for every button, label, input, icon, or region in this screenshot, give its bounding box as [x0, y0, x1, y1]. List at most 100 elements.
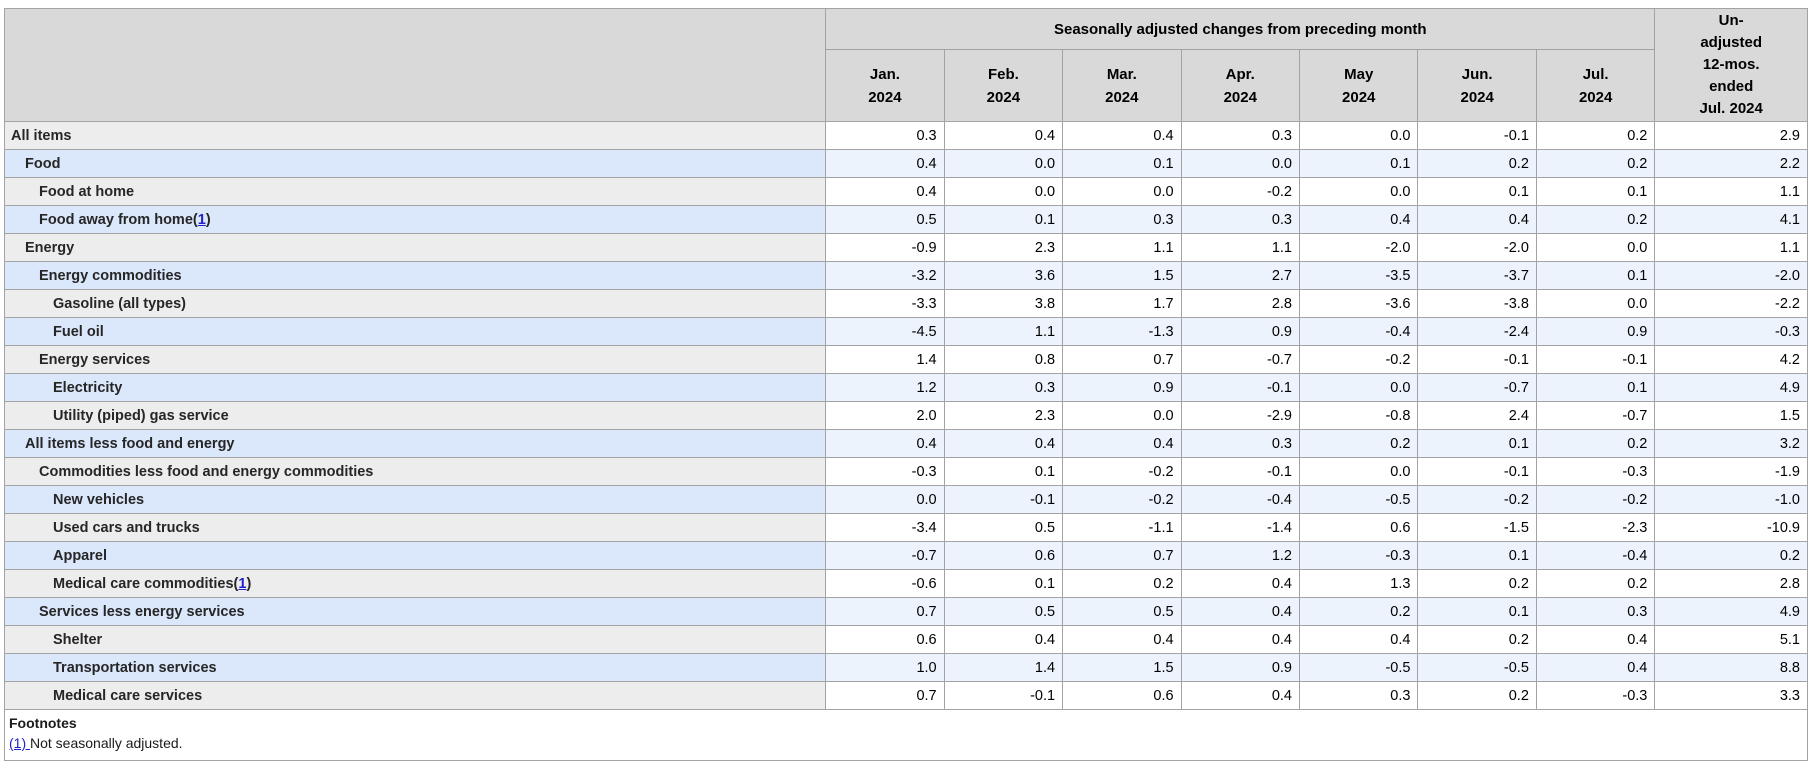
value-cell: 0.4	[1180, 625, 1301, 654]
value-cell: 4.1	[1654, 205, 1808, 234]
month-header-cell: May 2024	[1298, 49, 1419, 122]
value-cell: 0.4	[1180, 569, 1301, 598]
value-cell: 1.1	[1654, 233, 1808, 262]
value-cell: 0.9	[1180, 317, 1301, 346]
value-cell: 0.2	[1417, 569, 1537, 598]
value-cell: -0.9	[825, 233, 945, 262]
value-cell: 0.1	[943, 205, 1064, 234]
row-label-cell: All items less food and energy	[3, 429, 827, 458]
table-row: Energy services 1.4 0.8 0.7 -0.7 -0.2 -0.1 -0.1…	[3, 345, 1808, 374]
value-cell: 0.2	[1298, 429, 1419, 458]
value-cell: -0.4	[1298, 317, 1419, 346]
row-label-cell: Commodities less food and energy commodi…	[3, 457, 827, 486]
value-cell: -0.2	[1062, 457, 1182, 486]
value-cell: 3.2	[1654, 429, 1808, 458]
value-cell: -3.7	[1417, 261, 1537, 290]
month-header-cell: Jun. 2024	[1417, 49, 1537, 122]
row-label-cell: Food away from home(1)	[3, 205, 827, 234]
row-label-cell: Shelter	[3, 625, 827, 654]
value-cell: -3.8	[1417, 289, 1537, 318]
table-row: Shelter 0.6 0.4 0.4 0.4 0.4 0.2 0.4 5.1	[3, 625, 1808, 654]
value-cell: -0.3	[1298, 541, 1419, 570]
footnote-anchor-link[interactable]: (1)	[9, 735, 30, 751]
table-row: Energy commodities -3.2 3.6 1.5 2.7 -3.5 -3.7 0…	[3, 261, 1808, 290]
value-cell: 1.4	[943, 653, 1064, 682]
value-cell: -2.0	[1298, 233, 1419, 262]
value-cell: -0.3	[1654, 317, 1808, 346]
row-label-cell: Energy	[3, 233, 827, 262]
month-header-cell: Apr. 2024	[1180, 49, 1301, 122]
table-row: Transportation services 1.0 1.4 1.5 0.9 -0.5-…	[3, 653, 1808, 682]
footnote-ref-link[interactable]: 1	[197, 211, 206, 228]
value-cell: 0.2	[1417, 149, 1537, 178]
value-cell: -0.4	[1535, 541, 1656, 570]
table-row: Electricity 1.2 0.3 0.9 -0.1 0.0 -0.7 0.1 4.9	[3, 373, 1808, 402]
value-cell: -0.2	[1417, 485, 1537, 514]
value-cell: 8.8	[1654, 653, 1808, 682]
row-label-cell: Gasoline (all types)	[3, 289, 827, 318]
value-cell: 0.2	[1535, 121, 1656, 150]
value-cell: 3.8	[943, 289, 1064, 318]
footnote-ref-link[interactable]: 1	[238, 575, 247, 592]
value-cell: 0.3	[825, 121, 945, 150]
value-cell: 1.5	[1654, 401, 1808, 430]
value-cell: 2.8	[1180, 289, 1301, 318]
value-cell: 0.4	[825, 429, 945, 458]
table-row: Medical care commodities(1) -0.6 0.1 0.2 0.4…	[3, 569, 1808, 598]
cpi-table: Seasonally adjusted changes from precedi…	[3, 8, 1808, 761]
value-cell: -0.2	[1062, 485, 1182, 514]
value-cell: 0.0	[1062, 177, 1182, 206]
row-label-cell: Transportation services	[3, 653, 827, 682]
value-cell: 1.4	[825, 345, 945, 374]
row-label-cell: Apparel	[3, 541, 827, 570]
value-cell: -0.1	[1417, 345, 1537, 374]
value-cell: 0.2	[1535, 205, 1656, 234]
value-cell: 0.1	[1417, 541, 1537, 570]
value-cell: -1.1	[1062, 513, 1182, 542]
value-cell: 0.3	[1535, 597, 1656, 626]
row-label-cell: Utility (piped) gas service	[3, 401, 827, 430]
footnotes-row: Footnotes (1) Not seasonally adjusted.	[4, 709, 1808, 761]
value-cell: 0.0	[1298, 121, 1419, 150]
value-cell: -0.8	[1298, 401, 1419, 430]
value-cell: 0.0	[1535, 233, 1656, 262]
value-cell: 0.7	[1062, 541, 1182, 570]
value-cell: 0.0	[943, 177, 1064, 206]
value-cell: 3.6	[943, 261, 1064, 290]
value-cell: 0.2	[1535, 429, 1656, 458]
value-cell: 0.5	[825, 205, 945, 234]
value-cell: 0.4	[1298, 205, 1419, 234]
group-header-cell: Seasonally adjusted changes from precedi…	[825, 8, 1656, 50]
value-cell: -2.9	[1180, 401, 1301, 430]
value-cell: -0.1	[1535, 345, 1656, 374]
table-row: New vehicles 0.0 -0.1 -0.2 -0.4 -0.5 -0.2 -0.2-…	[3, 485, 1808, 514]
footnotes-section: Footnotes (1) Not seasonally adjusted.	[4, 709, 1808, 761]
value-cell: 0.4	[1298, 625, 1419, 654]
value-cell: 4.9	[1654, 373, 1808, 402]
corner-blank-cell	[3, 8, 827, 122]
value-cell: 0.6	[943, 541, 1064, 570]
value-cell: -0.4	[1180, 485, 1301, 514]
value-cell: 0.3	[1180, 121, 1301, 150]
value-cell: 0.9	[1180, 653, 1301, 682]
value-cell: 2.7	[1180, 261, 1301, 290]
value-cell: 0.9	[1062, 373, 1182, 402]
table-row: Fuel oil -4.5 1.1 -1.3 0.9 -0.4 -2.4 0.9 -0.3	[3, 317, 1808, 346]
value-cell: 1.5	[1062, 653, 1182, 682]
value-cell: -10.9	[1654, 513, 1808, 542]
value-cell: -0.2	[1180, 177, 1301, 206]
row-label-cell: Energy services	[3, 345, 827, 374]
value-cell: 0.1	[943, 569, 1064, 598]
row-label-cell: All items	[3, 121, 827, 150]
value-cell: -1.0	[1654, 485, 1808, 514]
value-cell: -2.2	[1654, 289, 1808, 318]
value-cell: -3.2	[825, 261, 945, 290]
value-cell: 0.4	[943, 429, 1064, 458]
value-cell: -0.5	[1417, 653, 1537, 682]
value-cell: 0.3	[943, 373, 1064, 402]
value-cell: 0.2	[1417, 681, 1537, 710]
value-cell: 0.0	[825, 485, 945, 514]
value-cell: 0.4	[1535, 653, 1656, 682]
value-cell: 2.9	[1654, 121, 1808, 150]
